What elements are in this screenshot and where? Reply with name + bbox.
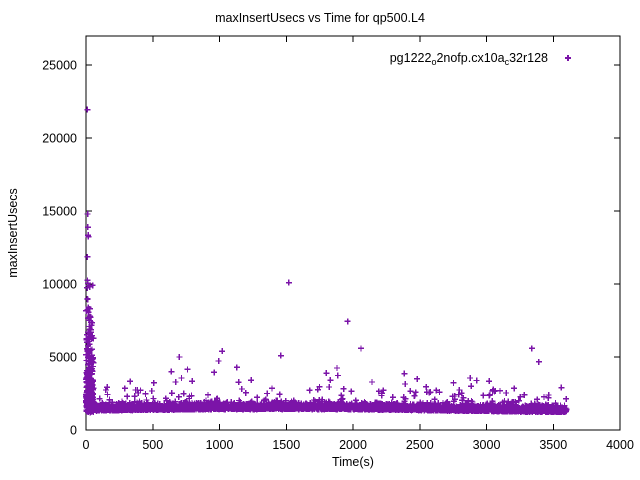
y-tick-label: 20000 [42,132,77,146]
y-tick-label: 5000 [49,351,77,365]
legend: pg1222o2nofp.cx10ac32r128 [390,51,571,67]
x-tick-label: 2000 [339,438,367,452]
y-axis-label: maxInsertUsecs [6,188,20,278]
x-tick-label: 1500 [272,438,300,452]
legend-marker-icon [565,55,571,61]
legend-text: 32r128 [509,51,548,65]
legend-series-label: pg1222o2nofp.cx10ac32r128 [390,51,548,67]
legend-text: 2nofp.cx10a [436,51,504,65]
x-tick-label: 1000 [206,438,234,452]
x-tick-label: 500 [142,438,163,452]
y-tick-label: 0 [70,424,77,438]
legend-subscript: o [431,57,436,67]
x-tick-label: 2500 [406,438,434,452]
legend-subscript: c [505,57,510,67]
x-axis-label: Time(s) [332,455,374,469]
chart-title: maxInsertUsecs vs Time for qp500.L4 [215,11,425,25]
y-tick-label: 10000 [42,278,77,292]
data-points [83,106,570,416]
x-tick-label: 3500 [539,438,567,452]
x-axis-ticks: 0 500 1000 1500 2000 2500 3000 3500 4000 [83,36,634,452]
x-tick-label: 4000 [606,438,634,452]
scatter-marker-group [83,106,570,416]
y-tick-label: 15000 [42,205,77,219]
x-tick-label: 0 [83,438,90,452]
x-tick-label: 3000 [473,438,501,452]
y-axis-ticks: 0 5000 10000 15000 20000 25000 [42,59,620,438]
y-tick-label: 25000 [42,59,77,73]
legend-text: pg1222 [390,51,432,65]
